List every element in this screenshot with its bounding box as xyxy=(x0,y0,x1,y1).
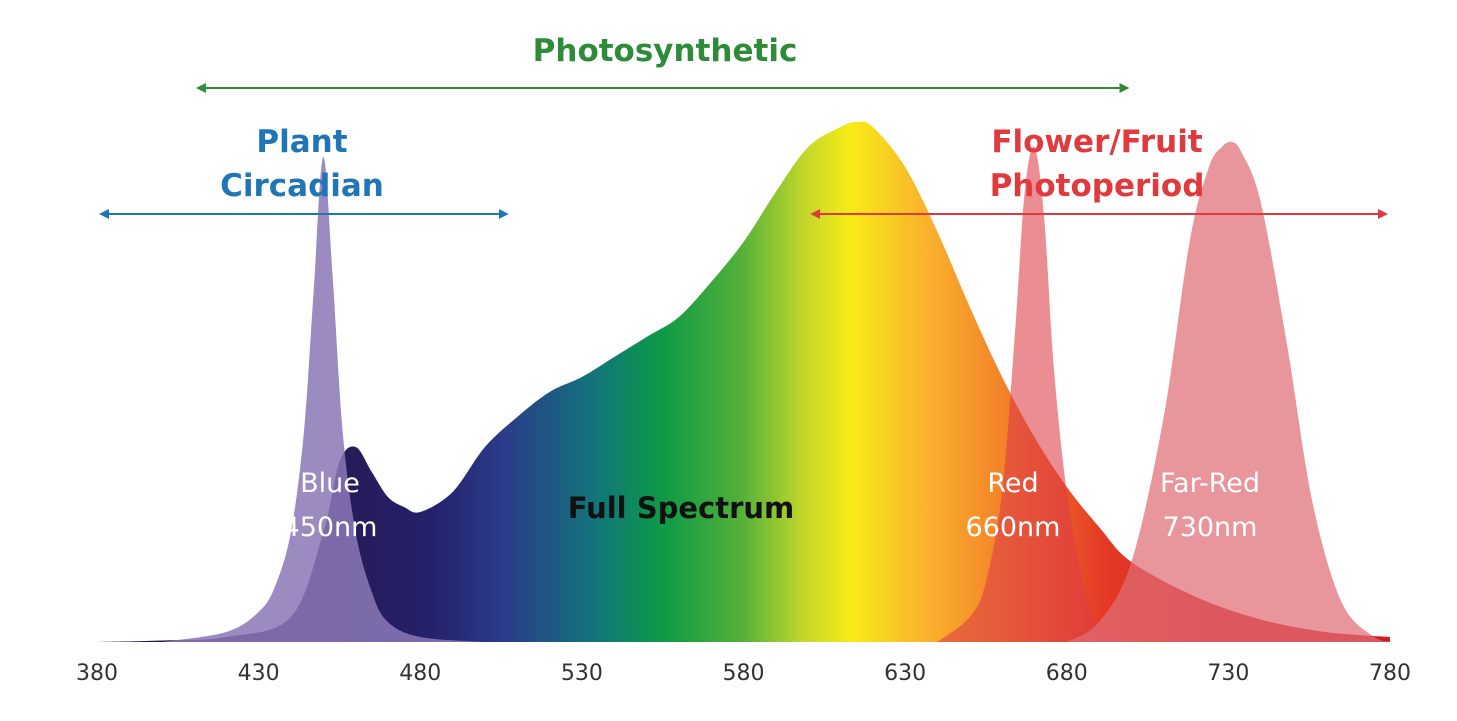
full-spectrum-label: Full Spectrum xyxy=(568,491,795,525)
x-tick-label-580: 580 xyxy=(723,661,765,686)
red-peak-label-nm: 660nm xyxy=(966,512,1061,543)
photoperiod-label-line2: Photoperiod xyxy=(990,168,1205,204)
plant-circadian-label-line2: Circadian xyxy=(220,168,384,204)
blue-450nm-peak xyxy=(161,156,485,642)
plant-circadian-label-line1: Plant xyxy=(256,124,347,160)
x-tick-label-730: 730 xyxy=(1207,661,1249,686)
far-red-peak-label-name: Far-Red xyxy=(1160,468,1260,499)
blue-peak-label-nm: 450nm xyxy=(283,512,378,543)
x-axis: 380 430 480 530 580 630 680 730 780 xyxy=(76,661,1411,686)
blue-peak-label-name: Blue xyxy=(300,468,360,499)
x-tick-label-530: 530 xyxy=(561,661,603,686)
far-red-peak-label-nm: 730nm xyxy=(1163,512,1258,543)
far-red-730nm-peak xyxy=(1066,141,1390,643)
red-660nm-peak xyxy=(937,146,1132,642)
x-tick-label-480: 480 xyxy=(399,661,441,686)
x-tick-label-780: 780 xyxy=(1369,661,1411,686)
x-tick-label-380: 380 xyxy=(76,661,118,686)
x-tick-label-680: 680 xyxy=(1046,661,1088,686)
flower-fruit-label-line1: Flower/Fruit xyxy=(991,124,1203,160)
x-tick-label-430: 430 xyxy=(238,661,280,686)
red-peak-label-name: Red xyxy=(987,468,1038,499)
photosynthetic-label: Photosynthetic xyxy=(533,33,798,69)
x-tick-label-630: 630 xyxy=(884,661,926,686)
